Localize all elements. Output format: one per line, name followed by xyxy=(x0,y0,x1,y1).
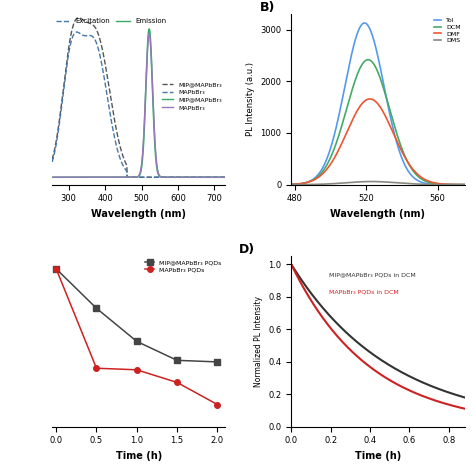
DCM xyxy=(427,180,432,185)
DMF xyxy=(408,163,413,169)
DMF xyxy=(367,96,373,102)
X-axis label: Time (h): Time (h) xyxy=(116,451,162,461)
MIP@MAPbBr₃ PQDs xyxy=(134,338,140,344)
MAPbBr₃ PQDs xyxy=(134,367,140,373)
DMS xyxy=(288,182,294,187)
DMS xyxy=(306,182,312,187)
DMF xyxy=(306,179,312,185)
Line: MAPbBr₃ PQDs: MAPbBr₃ PQDs xyxy=(54,266,220,407)
Line: Tol: Tol xyxy=(291,23,465,185)
Tol xyxy=(365,22,371,28)
DMF xyxy=(427,179,432,184)
Line: DMS: DMS xyxy=(291,182,465,184)
MAPbBr₃ PQDs xyxy=(54,266,59,272)
X-axis label: Time (h): Time (h) xyxy=(355,451,401,461)
DMF xyxy=(424,177,429,183)
Tol xyxy=(462,182,467,188)
DCM xyxy=(365,57,370,63)
Tol xyxy=(362,20,367,26)
DMF xyxy=(365,97,370,102)
DCM xyxy=(462,182,467,187)
Tol xyxy=(358,22,364,28)
DMF xyxy=(288,182,294,187)
DCM xyxy=(424,179,429,184)
DCM xyxy=(358,63,364,69)
Line: MIP@MAPbBr₃ PQDs: MIP@MAPbBr₃ PQDs xyxy=(54,266,220,365)
Text: D): D) xyxy=(239,243,255,256)
Legend: Tol, DCM, DMF, DMS: Tol, DCM, DMF, DMS xyxy=(433,18,461,44)
DMS xyxy=(358,179,364,185)
Text: MAPbBr₃ PQDs in DCM: MAPbBr₃ PQDs in DCM xyxy=(329,290,399,295)
MAPbBr₃ PQDs xyxy=(174,380,180,385)
Tol xyxy=(427,181,432,187)
DMF xyxy=(358,101,364,107)
DCM xyxy=(288,182,294,187)
X-axis label: Wavelength (nm): Wavelength (nm) xyxy=(330,209,425,219)
MIP@MAPbBr₃ PQDs xyxy=(54,266,59,272)
MAPbBr₃ PQDs xyxy=(94,365,100,371)
DMS xyxy=(424,182,429,187)
DMS xyxy=(427,182,432,187)
Tol xyxy=(408,171,413,177)
DMS xyxy=(408,181,413,187)
Line: DCM: DCM xyxy=(291,60,465,184)
DCM xyxy=(306,179,312,185)
Line: DMF: DMF xyxy=(291,99,465,184)
DMS xyxy=(365,179,370,184)
Tol xyxy=(306,179,312,184)
X-axis label: Wavelength (nm): Wavelength (nm) xyxy=(91,209,186,219)
Legend: MIP@MAPbBr₃, MAPbBr₃, MIP@MAPbBr₃, MAPbBr₃: MIP@MAPbBr₃, MAPbBr₃, MIP@MAPbBr₃, MAPbB… xyxy=(161,81,222,111)
Tol xyxy=(288,182,294,187)
Y-axis label: Normalized PL Intensity: Normalized PL Intensity xyxy=(254,296,263,387)
MIP@MAPbBr₃ PQDs xyxy=(215,359,220,365)
Legend: MIP@MAPbBr₃ PQDs, MAPbBr₃ PQDs: MIP@MAPbBr₃ PQDs, MAPbBr₃ PQDs xyxy=(144,259,222,273)
Text: MIP@MAPbBr₃ PQDs in DCM: MIP@MAPbBr₃ PQDs in DCM xyxy=(329,273,416,278)
MIP@MAPbBr₃ PQDs xyxy=(174,357,180,363)
DMS xyxy=(369,179,374,184)
Y-axis label: PL Intensity (a.u.): PL Intensity (a.u.) xyxy=(246,63,255,137)
DMS xyxy=(462,182,467,187)
DMF xyxy=(462,182,467,187)
Tol xyxy=(424,181,429,186)
Text: B): B) xyxy=(260,1,275,14)
DCM xyxy=(408,164,413,170)
DCM xyxy=(365,57,371,63)
MAPbBr₃ PQDs xyxy=(215,401,220,407)
MIP@MAPbBr₃ PQDs xyxy=(94,305,100,311)
